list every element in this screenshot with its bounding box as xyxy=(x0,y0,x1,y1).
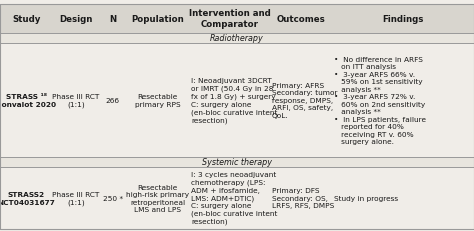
Text: I: 3 cycles neoadjuvant
chemotherapy (LPS:
ADM + ifosfamide,
LMS: ADM+DTIC)
C: s: I: 3 cycles neoadjuvant chemotherapy (LP… xyxy=(191,172,278,225)
Text: STRASS ¹⁸
Bonvalot 2020: STRASS ¹⁸ Bonvalot 2020 xyxy=(0,94,56,107)
Text: Resectable
high-risk primary
retroperitoneal
LMS and LPS: Resectable high-risk primary retroperito… xyxy=(126,184,189,212)
Text: Findings: Findings xyxy=(382,15,424,24)
Text: Primary: AFRS
Secondary: tumor
response, DMPS,
ARFI, OS, safety,
QoL.: Primary: AFRS Secondary: tumor response,… xyxy=(272,82,337,119)
Text: Outcomes: Outcomes xyxy=(277,15,325,24)
Bar xyxy=(0,157,474,167)
Text: Radiotherapy: Radiotherapy xyxy=(210,34,264,43)
Bar xyxy=(0,44,474,157)
Text: Design: Design xyxy=(59,15,92,24)
Text: Study: Study xyxy=(12,15,40,24)
Text: Phase III RCT
(1:1): Phase III RCT (1:1) xyxy=(52,191,100,205)
Text: 250 *: 250 * xyxy=(102,195,123,201)
Text: Study in progress: Study in progress xyxy=(334,195,398,201)
Text: Intervention and
Comparator: Intervention and Comparator xyxy=(189,9,271,29)
Text: Phase III RCT
(1:1): Phase III RCT (1:1) xyxy=(52,94,100,107)
Text: 266: 266 xyxy=(106,97,119,103)
Bar xyxy=(0,33,474,44)
Text: I: Neoadjuvant 3DCRT
or IMRT (50.4 Gy in 28
fx of 1.8 Gy) + surgery
C: surgery a: I: Neoadjuvant 3DCRT or IMRT (50.4 Gy in… xyxy=(191,78,278,123)
Text: Population: Population xyxy=(131,15,184,24)
Text: •  No difference in ARFS
   on ITT analysis
•  3-year ARFS 66% v.
   59% on 1st : • No difference in ARFS on ITT analysis … xyxy=(334,56,426,145)
Text: Primary: DFS
Secondary: OS,
LRFS, RFS, DMPS: Primary: DFS Secondary: OS, LRFS, RFS, D… xyxy=(272,188,334,209)
Text: N: N xyxy=(109,15,116,24)
Text: Systemic therapy: Systemic therapy xyxy=(202,158,272,167)
Bar xyxy=(0,167,474,229)
Text: STRASS2
NCT04031677: STRASS2 NCT04031677 xyxy=(0,191,55,205)
Bar xyxy=(0,5,474,33)
Text: Resectable
primary RPS: Resectable primary RPS xyxy=(135,94,181,107)
